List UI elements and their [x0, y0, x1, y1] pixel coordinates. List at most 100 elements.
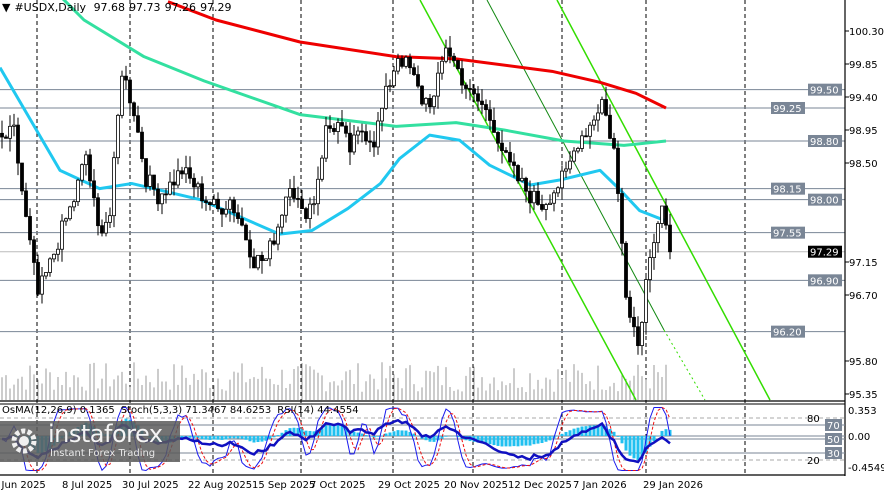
candle-body	[500, 142, 504, 151]
osma-histogram-bar	[528, 436, 532, 446]
osc-level-label: 20	[807, 456, 820, 467]
osma-histogram-bar	[224, 436, 228, 440]
candle-body	[608, 114, 612, 139]
osma-histogram-bar	[424, 436, 428, 441]
candle-body	[400, 58, 404, 67]
candle-body	[372, 141, 376, 148]
level-tag-label: 97.55	[773, 229, 802, 240]
candle-body	[88, 154, 92, 182]
price-tick-label: 99.85	[849, 60, 878, 71]
candle-body	[392, 70, 396, 87]
date-tick-label: 20 Nov 2025	[444, 480, 508, 491]
osma-histogram-bar	[200, 436, 204, 440]
candle-body	[172, 181, 176, 186]
candle-body	[384, 85, 388, 109]
current-price-tag	[808, 245, 842, 258]
candle-body	[480, 100, 484, 105]
osma-histogram-bar	[248, 436, 252, 442]
osc-level-label: 70	[827, 421, 840, 432]
candle-body	[44, 272, 48, 277]
candle-body	[132, 102, 136, 117]
level-tag-label: 98.00	[810, 196, 839, 207]
level-tag-label: 96.20	[773, 328, 802, 339]
candle-body	[248, 239, 252, 258]
osma-histogram-bar	[320, 428, 324, 436]
level-tag	[771, 226, 805, 239]
candle-body	[348, 132, 352, 153]
candle-body	[472, 88, 476, 95]
osma-histogram-bar	[644, 436, 648, 453]
candle-body	[376, 120, 380, 148]
osma-histogram-bar	[396, 430, 400, 436]
candle-body	[644, 279, 648, 323]
candle-body	[324, 125, 328, 159]
candle-body	[268, 240, 272, 260]
osma-histogram-bar	[560, 433, 564, 436]
candle-body	[468, 88, 472, 90]
candle-body	[344, 125, 348, 134]
candle-body	[576, 148, 580, 152]
level-tag-label: 98.15	[773, 185, 802, 196]
candle-body	[84, 154, 88, 166]
candle-body	[100, 225, 104, 234]
candle-body	[72, 201, 76, 208]
candle-body	[328, 125, 332, 129]
osma-histogram-bar	[204, 436, 208, 440]
osc-scale-label: 0.00	[848, 432, 870, 443]
candle-body	[260, 254, 264, 261]
candle-body	[368, 140, 372, 143]
candle-body	[336, 122, 340, 132]
osma-histogram-bar	[244, 436, 248, 440]
osma-histogram-bar	[192, 436, 196, 439]
candle-body	[180, 170, 184, 175]
collapse-triangle-icon[interactable]: ▼	[2, 1, 11, 14]
osma-histogram-bar	[312, 431, 316, 436]
level-tag	[771, 101, 805, 114]
candle-body	[104, 221, 108, 234]
level-tag-label: 98.80	[810, 137, 839, 148]
osma-histogram-bar	[232, 436, 236, 439]
osma-histogram-bar	[488, 436, 492, 445]
date-tick-label: 22 Aug 2025	[188, 480, 252, 491]
channel-line	[419, 0, 637, 401]
level-tag-label: 96.90	[810, 276, 839, 287]
candle-body	[276, 226, 280, 245]
osma-histogram-bar	[652, 436, 656, 442]
osma-histogram-bar	[292, 427, 296, 436]
level-tag	[808, 134, 842, 147]
osma-histogram-bar	[628, 436, 632, 456]
osma-histogram-bar	[516, 436, 520, 447]
level-tag	[808, 83, 842, 96]
osma-histogram-bar	[456, 436, 460, 438]
candle-body	[612, 137, 616, 149]
close-value: 97.29	[200, 1, 232, 14]
candle-body	[568, 160, 572, 170]
osma-histogram-bar	[608, 428, 612, 436]
candle-body	[352, 134, 356, 153]
candle-body	[292, 188, 296, 199]
candle-body	[304, 208, 308, 219]
brand-tagline: Instant Forex Trading	[50, 448, 156, 459]
date-tick-label: 7 Jun 2025	[0, 480, 46, 491]
osma-histogram-bar	[280, 432, 284, 436]
osma-histogram-bar	[372, 436, 376, 438]
osma-histogram-bar	[336, 424, 340, 436]
osma-histogram-bar	[324, 425, 328, 436]
candle-body	[164, 193, 168, 196]
osma-histogram-bar	[304, 430, 308, 436]
osma-histogram-bar	[220, 436, 224, 440]
candle-body	[128, 79, 132, 104]
candle-body	[620, 193, 624, 244]
osma-histogram-bar	[296, 427, 300, 436]
candle-body	[40, 275, 44, 295]
date-tick-label: 30 Jul 2025	[122, 480, 179, 491]
candle-body	[16, 124, 20, 164]
candle-body	[264, 258, 268, 261]
candle-body	[52, 253, 56, 260]
candle-body	[156, 188, 160, 205]
candle-body	[444, 47, 448, 62]
candle-body	[416, 74, 420, 87]
price-tick-label: 95.35	[849, 390, 878, 401]
